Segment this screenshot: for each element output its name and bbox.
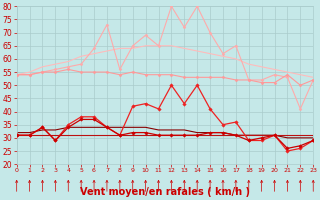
X-axis label: Vent moyen/en rafales ( km/h ): Vent moyen/en rafales ( km/h ) xyxy=(80,187,250,197)
